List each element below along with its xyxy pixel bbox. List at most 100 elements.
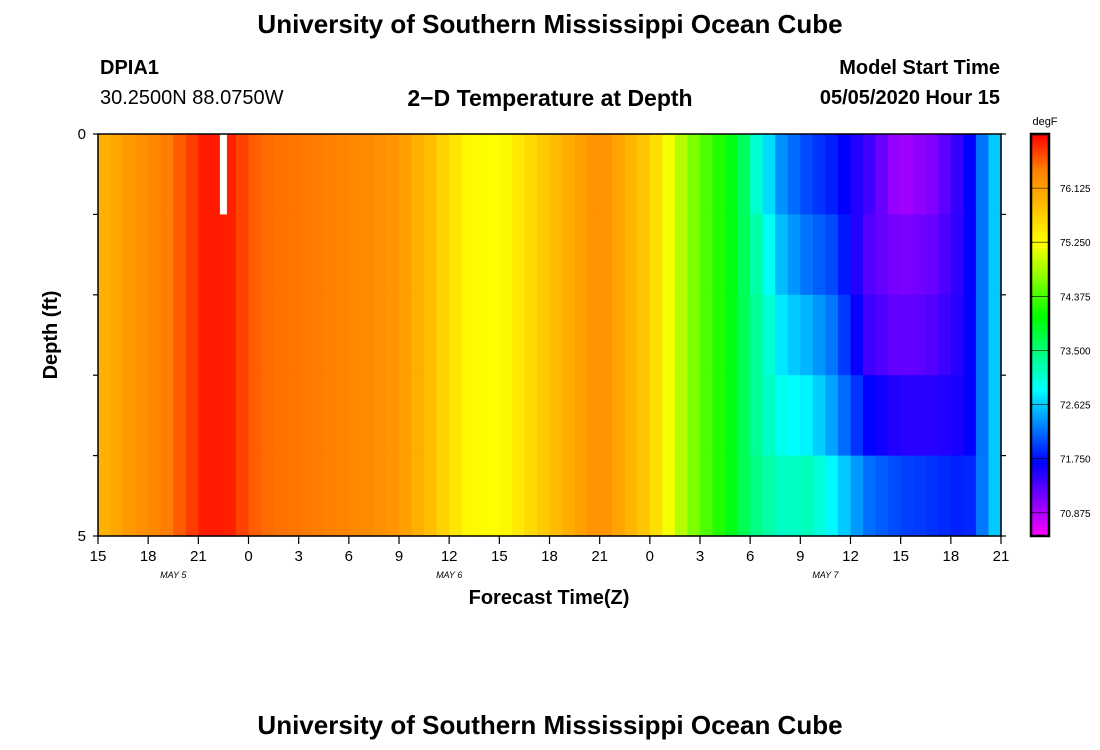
heatmap-cell — [336, 375, 350, 457]
heatmap-cell — [913, 455, 927, 537]
x-tick-label: 9 — [796, 548, 804, 565]
heatmap-cell — [323, 294, 337, 376]
heatmap-cell — [963, 375, 977, 457]
x-tick-label: 6 — [345, 548, 353, 565]
heatmap-cell — [725, 294, 739, 376]
x-tick-label: 18 — [541, 548, 558, 565]
date-labels: MAY 5 MAY 6 MAY 7 — [160, 570, 839, 580]
heatmap-cell — [863, 375, 877, 457]
heatmap-cell — [135, 455, 149, 537]
heatmap-cell — [762, 134, 776, 215]
heatmap-cell — [461, 214, 475, 296]
heatmap-cell — [399, 214, 413, 296]
heatmap-cell — [98, 375, 112, 457]
heatmap-cell — [524, 375, 538, 457]
heatmap-cell — [348, 455, 362, 537]
heatmap-cell — [386, 375, 400, 457]
heatmap-cell — [273, 214, 287, 296]
heatmap-cell — [298, 214, 312, 296]
heatmap-cell — [787, 455, 801, 537]
heatmap-cell — [875, 214, 889, 296]
heatmap-cell — [173, 134, 187, 215]
heatmap-cell — [900, 134, 914, 215]
heatmap-cell — [737, 214, 751, 296]
heatmap-cell — [649, 455, 663, 537]
colorbar-label: 72.625 — [1060, 401, 1091, 412]
x-axis: 15 18 21 0 3 6 9 12 15 18 21 0 3 6 9 12 15 18 21 — [90, 536, 1009, 565]
heatmap-cell — [198, 134, 212, 215]
heatmap-cell — [612, 455, 626, 537]
heatmap-cell — [674, 375, 689, 457]
heatmap-cell — [424, 294, 438, 376]
heatmap-cell — [925, 214, 939, 296]
x-tick-label: 15 — [892, 548, 909, 565]
heatmap-cell — [612, 375, 626, 457]
heatmap-cell — [160, 375, 174, 457]
heatmap-cell — [649, 294, 663, 376]
heatmap-cell — [674, 134, 689, 215]
heatmap-cell — [499, 455, 513, 537]
heatmap-cell — [436, 375, 450, 457]
heatmap-cell — [850, 455, 864, 537]
heatmap-cell — [173, 375, 187, 457]
heatmap-cell — [800, 375, 814, 457]
heatmap-cell — [261, 455, 275, 537]
heatmap-cell — [486, 134, 500, 215]
heatmap-cell — [160, 214, 174, 296]
heatmap-cell — [486, 375, 500, 457]
heatmap-cell — [373, 214, 388, 296]
x-tick-label: 0 — [646, 548, 654, 565]
heatmap-cell — [386, 294, 400, 376]
heatmap-cell — [787, 294, 801, 376]
heatmap-cell — [988, 455, 1002, 537]
heatmap-cell — [361, 214, 375, 296]
heatmap-cell — [361, 294, 375, 376]
heatmap-cell — [875, 134, 889, 215]
heatmap-cell — [286, 375, 300, 457]
heatmap-cell — [950, 294, 964, 376]
heatmap-cell — [687, 214, 701, 296]
heatmap-cell — [348, 294, 362, 376]
heatmap-cell — [148, 455, 162, 537]
heatmap-cell — [123, 375, 137, 457]
heatmap-cell — [474, 375, 488, 457]
heatmap-cell — [850, 134, 864, 215]
heatmap-cell — [888, 214, 902, 296]
x-tick-label: 3 — [696, 548, 704, 565]
heatmap-cell — [938, 294, 952, 376]
heatmap-cell — [687, 375, 701, 457]
heatmap-cell — [110, 294, 124, 376]
heatmap-cell — [386, 214, 400, 296]
heatmap-cell — [612, 134, 626, 215]
x-tick-label: 6 — [746, 548, 754, 565]
heatmap-cell — [712, 375, 726, 457]
heatmap-cell — [775, 214, 789, 296]
heatmap-cell — [185, 375, 199, 457]
heatmap-cell — [687, 134, 701, 215]
heatmap-cell — [185, 134, 199, 215]
heatmap-cell — [298, 455, 312, 537]
heatmap-cell — [524, 294, 538, 376]
heatmap-cell — [825, 455, 839, 537]
heatmap-cell — [712, 134, 726, 215]
heatmap-cell — [938, 375, 952, 457]
heatmap-cell — [900, 455, 914, 537]
heatmap-cell — [511, 294, 526, 376]
heatmap-cell — [210, 455, 225, 537]
heatmap-cell — [399, 455, 413, 537]
heatmap-cell — [775, 375, 789, 457]
heatmap-cell — [148, 134, 162, 215]
heatmap-cell — [399, 134, 413, 215]
heatmap-cell — [812, 134, 827, 215]
heatmap-cell — [173, 294, 187, 376]
colorbar-label: 71.750 — [1060, 455, 1091, 466]
heatmap-cell — [825, 375, 839, 457]
heatmap-cell — [837, 214, 852, 296]
heatmap-cell — [486, 214, 500, 296]
heatmap-cell — [787, 375, 801, 457]
heatmap-cell — [662, 294, 676, 376]
heatmap-cell — [674, 455, 689, 537]
heatmap-cell — [449, 294, 463, 376]
page-title: University of Southern Mississippi Ocean… — [257, 9, 843, 39]
heatmap-cell — [311, 214, 325, 296]
